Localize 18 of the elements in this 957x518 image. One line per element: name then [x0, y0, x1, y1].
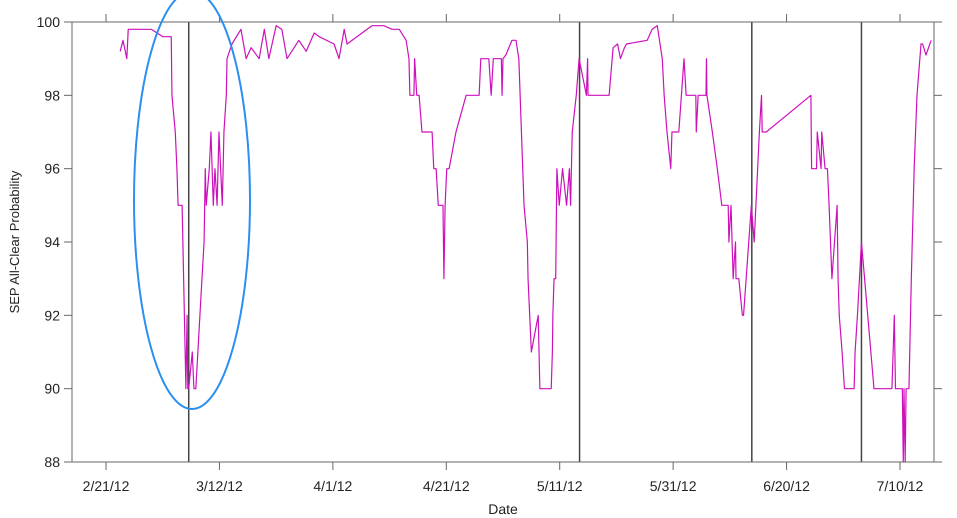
x-tick-label: 2/21/12 [82, 478, 130, 494]
line-series [120, 25, 932, 463]
y-tick-label: 88 [44, 454, 60, 470]
x-tick-label: 7/10/12 [876, 478, 924, 494]
x-tick-label: 4/1/12 [313, 478, 353, 494]
x-tick-label: 6/20/12 [763, 478, 810, 494]
x-tick-label: 3/12/12 [196, 478, 244, 494]
x-tick-label: 5/11/12 [536, 478, 583, 494]
y-tick-label: 90 [44, 380, 60, 397]
y-axis-title: SEP All-Clear Probability [7, 170, 22, 314]
x-tick-label: 4/21/12 [422, 478, 470, 494]
x-tick-label: 5/31/12 [650, 478, 697, 494]
y-tick-label: 92 [44, 307, 60, 324]
y-tick-label: 94 [44, 234, 60, 250]
x-axis-title: Date [488, 501, 518, 517]
y-tick-label: 100 [36, 14, 60, 30]
y-tick-label: 98 [44, 87, 60, 104]
y-tick-label: 96 [44, 160, 60, 177]
